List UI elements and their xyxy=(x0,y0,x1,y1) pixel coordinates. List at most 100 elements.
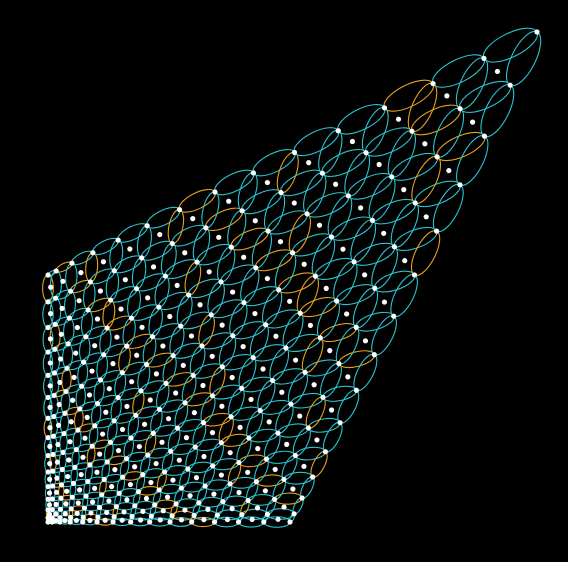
dot xyxy=(291,511,297,517)
dot xyxy=(95,514,101,520)
dot xyxy=(362,338,369,344)
dot xyxy=(100,431,106,437)
dot xyxy=(45,372,51,378)
dot xyxy=(100,259,107,265)
dot xyxy=(47,311,54,317)
dot xyxy=(78,270,84,276)
dot xyxy=(134,352,140,358)
dot xyxy=(291,200,297,206)
dot xyxy=(64,488,70,494)
dot xyxy=(111,514,117,520)
dot xyxy=(80,454,86,460)
dot xyxy=(329,407,335,413)
dot xyxy=(53,501,59,507)
dot xyxy=(191,410,197,416)
dot xyxy=(116,490,122,496)
dot xyxy=(253,479,260,485)
dot xyxy=(89,443,95,449)
dot xyxy=(45,507,51,513)
dot xyxy=(257,408,263,414)
dot xyxy=(203,225,209,231)
dot xyxy=(140,472,146,478)
dot xyxy=(45,299,51,305)
dot xyxy=(110,361,116,367)
dot xyxy=(87,517,93,523)
dot xyxy=(209,353,215,359)
dot xyxy=(52,346,58,352)
dot xyxy=(77,406,83,412)
dot xyxy=(47,461,53,467)
dot xyxy=(193,475,200,481)
dot xyxy=(45,415,51,421)
dot xyxy=(115,447,122,454)
dot xyxy=(381,105,388,111)
dot xyxy=(62,517,68,524)
dot xyxy=(47,404,53,410)
dot xyxy=(239,385,245,391)
dot xyxy=(74,510,80,516)
dot xyxy=(209,393,216,399)
dot xyxy=(262,488,268,494)
dot xyxy=(56,401,62,408)
dot xyxy=(71,374,77,380)
dot xyxy=(51,413,57,420)
dot xyxy=(401,187,407,193)
dot xyxy=(170,353,176,359)
dot xyxy=(80,514,86,520)
dot xyxy=(239,208,245,214)
dot xyxy=(334,298,340,304)
dot xyxy=(78,471,84,478)
dot xyxy=(129,513,135,520)
dot xyxy=(104,325,110,331)
dot xyxy=(333,181,339,187)
dot xyxy=(124,497,130,503)
dot xyxy=(279,389,285,395)
dot xyxy=(219,322,225,328)
dot xyxy=(81,359,87,365)
dot xyxy=(159,439,165,445)
dot xyxy=(276,287,282,293)
dot xyxy=(55,441,61,448)
dot xyxy=(218,472,224,478)
dot xyxy=(297,413,303,419)
dot xyxy=(345,193,351,199)
dot xyxy=(106,498,112,504)
dot xyxy=(76,487,83,493)
dot xyxy=(85,307,91,313)
dot xyxy=(481,55,487,61)
dot xyxy=(176,457,182,463)
dot xyxy=(457,182,463,188)
dot xyxy=(253,265,259,271)
dot xyxy=(123,456,130,462)
dot xyxy=(248,396,254,403)
dot xyxy=(290,486,296,492)
dot xyxy=(376,161,382,168)
dot xyxy=(211,519,218,525)
dot xyxy=(178,485,185,491)
dot xyxy=(327,348,333,354)
dot xyxy=(49,515,55,521)
dot xyxy=(216,234,222,240)
dot xyxy=(68,506,74,512)
dot xyxy=(51,370,58,376)
dot xyxy=(168,448,174,454)
dot xyxy=(170,477,176,483)
dot xyxy=(534,29,540,35)
dot xyxy=(305,425,311,431)
dot xyxy=(128,435,134,441)
dot xyxy=(444,93,450,99)
dot xyxy=(174,425,181,431)
dot xyxy=(173,390,179,396)
dot xyxy=(411,272,418,278)
dot xyxy=(45,324,51,331)
dot xyxy=(254,505,261,511)
dot xyxy=(283,345,289,351)
dot xyxy=(45,469,51,475)
dot xyxy=(139,324,145,330)
dot xyxy=(218,279,224,285)
dot xyxy=(69,260,75,266)
dot xyxy=(141,421,148,427)
dot xyxy=(169,240,175,247)
